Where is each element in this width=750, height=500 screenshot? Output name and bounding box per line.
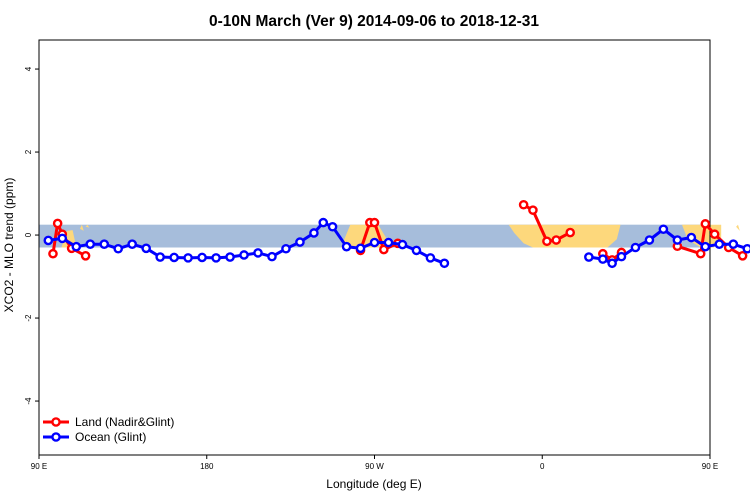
data-point [57, 233, 68, 244]
land-patch [80, 224, 84, 231]
data-point [728, 239, 739, 249]
data-point [425, 253, 436, 263]
data-point [411, 245, 422, 256]
y-tick-label: 4 [24, 66, 33, 71]
data-point [155, 252, 165, 262]
data-point [295, 237, 305, 247]
chart-title: 0-10N March (Ver 9) 2014-09-06 to 2018-1… [209, 13, 539, 30]
data-point [318, 217, 329, 228]
data-point [695, 248, 706, 259]
series-line [588, 227, 750, 265]
series-layer [43, 199, 750, 269]
data-point [672, 235, 683, 245]
data-point [239, 250, 249, 260]
data-point [141, 243, 151, 254]
data-point [700, 219, 711, 229]
data-point [197, 252, 207, 263]
data-point [43, 235, 54, 246]
legend-entry: Ocean (Glint) [75, 430, 146, 444]
series-ocean [43, 217, 750, 269]
x-tick-label: 90 W [365, 462, 384, 471]
data-point [551, 235, 562, 245]
data-point [127, 239, 137, 249]
data-point [211, 253, 221, 263]
y-tick-label: 2 [24, 149, 33, 154]
data-point [281, 243, 291, 254]
y-tick-label: -2 [24, 314, 33, 322]
data-point [327, 221, 338, 232]
data-point [528, 205, 538, 215]
data-point [742, 243, 750, 254]
data-point [714, 239, 725, 249]
x-tick-label: 0 [540, 462, 545, 471]
data-point [397, 239, 408, 250]
data-point [709, 229, 720, 240]
data-point [183, 253, 193, 263]
data-point [71, 241, 82, 252]
data-point [607, 258, 617, 269]
data-point [225, 252, 235, 262]
y-axis: -4 -2 0 2 4 [24, 66, 39, 405]
data-point [686, 232, 697, 243]
x-axis-label: Longitude (deg E) [326, 477, 421, 491]
data-point [383, 237, 394, 248]
data-point [99, 239, 110, 249]
y-tick-label: 0 [24, 232, 33, 237]
y-axis-label: XCO2 - MLO trend (ppm) [2, 178, 16, 313]
x-tick-label: 180 [200, 462, 214, 471]
data-point [169, 252, 179, 263]
data-point [616, 251, 627, 262]
data-point [542, 236, 552, 247]
data-point [80, 250, 91, 261]
legend-marker [51, 432, 61, 442]
data-point [341, 241, 352, 252]
data-point [369, 237, 380, 248]
data-point [48, 248, 58, 259]
land-patch [85, 224, 90, 228]
y-tick-label: -4 [24, 397, 33, 405]
data-point [737, 250, 748, 261]
x-tick-label: 90 E [702, 462, 718, 471]
data-point [658, 224, 669, 235]
data-point [439, 258, 450, 269]
data-point [52, 218, 63, 229]
data-point [644, 235, 655, 245]
data-point [85, 239, 96, 249]
land-patch [691, 224, 699, 231]
legend-entry: Land (Nadir&Glint) [75, 415, 174, 429]
data-point [565, 227, 576, 238]
data-point [355, 243, 366, 254]
data-point [379, 244, 389, 255]
x-tick-label: 90 E [31, 462, 47, 471]
data-point [267, 251, 277, 262]
data-point [630, 242, 641, 253]
data-point [518, 199, 529, 210]
data-point [253, 248, 263, 258]
land-patch [736, 224, 740, 231]
legend: Land (Nadir&Glint)Ocean (Glint) [43, 415, 174, 444]
data-point [309, 228, 319, 238]
data-point [584, 252, 594, 262]
legend-marker [51, 417, 61, 427]
data-point [598, 254, 608, 264]
data-point [369, 217, 380, 228]
data-point [700, 241, 711, 252]
data-point [113, 243, 124, 254]
